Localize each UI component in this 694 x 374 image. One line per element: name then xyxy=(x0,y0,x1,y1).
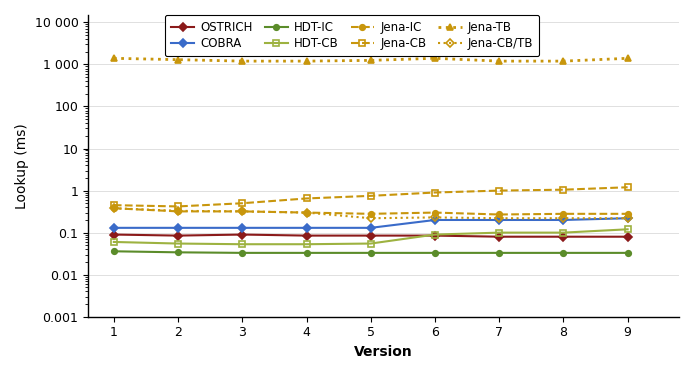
OSTRICH xyxy=(174,233,183,238)
Jena-CB/TB xyxy=(623,216,632,221)
HDT-IC xyxy=(495,251,503,255)
HDT-IC xyxy=(623,251,632,255)
Jena-CB/TB xyxy=(174,209,183,213)
HDT-IC xyxy=(559,251,568,255)
HDT-IC xyxy=(238,251,246,255)
COBRA xyxy=(623,216,632,221)
Jena-TB xyxy=(110,56,118,61)
Line: COBRA: COBRA xyxy=(111,215,630,231)
Jena-CB xyxy=(366,194,375,198)
HDT-CB xyxy=(110,240,118,244)
Jena-TB xyxy=(431,56,439,61)
Line: HDT-IC: HDT-IC xyxy=(111,248,630,256)
Jena-IC xyxy=(238,209,246,214)
Line: Jena-CB/TB: Jena-CB/TB xyxy=(111,205,630,221)
HDT-CB xyxy=(303,242,311,246)
Jena-CB xyxy=(174,204,183,209)
Jena-IC xyxy=(495,212,503,217)
COBRA xyxy=(366,226,375,230)
Jena-CB xyxy=(303,196,311,201)
OSTRICH xyxy=(303,233,311,238)
Jena-TB xyxy=(366,58,375,62)
COBRA xyxy=(559,218,568,222)
OSTRICH xyxy=(495,234,503,239)
Legend: OSTRICH, COBRA, HDT-IC, HDT-CB, Jena-IC, Jena-CB, Jena-TB, Jena-CB/TB: OSTRICH, COBRA, HDT-IC, HDT-CB, Jena-IC,… xyxy=(165,15,539,56)
Jena-CB/TB xyxy=(559,216,568,221)
COBRA xyxy=(174,226,183,230)
Jena-CB/TB xyxy=(303,210,311,215)
Jena-IC xyxy=(431,210,439,215)
Jena-CB xyxy=(559,187,568,192)
Jena-IC xyxy=(559,212,568,216)
Line: Jena-CB: Jena-CB xyxy=(111,184,630,209)
HDT-IC xyxy=(303,251,311,255)
COBRA xyxy=(238,226,246,230)
Jena-CB xyxy=(431,190,439,195)
HDT-IC xyxy=(366,251,375,255)
HDT-IC xyxy=(431,251,439,255)
Y-axis label: Lookup (ms): Lookup (ms) xyxy=(15,123,29,209)
Jena-CB/TB xyxy=(495,216,503,221)
HDT-CB xyxy=(431,232,439,237)
Jena-CB xyxy=(110,203,118,208)
Jena-CB xyxy=(623,185,632,190)
Jena-IC xyxy=(110,206,118,211)
OSTRICH xyxy=(431,233,439,238)
OSTRICH xyxy=(110,232,118,237)
Jena-CB xyxy=(238,201,246,205)
OSTRICH xyxy=(559,234,568,239)
Line: OSTRICH: OSTRICH xyxy=(111,232,630,239)
Jena-TB xyxy=(238,59,246,63)
OSTRICH xyxy=(238,232,246,237)
Jena-TB xyxy=(303,59,311,63)
Jena-IC xyxy=(623,212,632,216)
Jena-IC xyxy=(174,209,183,214)
OSTRICH xyxy=(623,234,632,239)
Jena-CB/TB xyxy=(110,206,118,211)
Jena-TB xyxy=(559,59,568,63)
HDT-IC xyxy=(110,249,118,254)
HDT-CB xyxy=(495,230,503,235)
Jena-TB xyxy=(623,56,632,61)
Jena-TB xyxy=(174,58,183,62)
Jena-CB xyxy=(495,188,503,193)
Line: Jena-IC: Jena-IC xyxy=(111,205,630,217)
Line: Jena-TB: Jena-TB xyxy=(110,55,631,65)
Jena-TB xyxy=(495,59,503,63)
COBRA xyxy=(303,226,311,230)
COBRA xyxy=(431,218,439,222)
HDT-CB xyxy=(623,227,632,232)
Jena-IC xyxy=(366,212,375,216)
X-axis label: Version: Version xyxy=(354,345,413,359)
Line: HDT-CB: HDT-CB xyxy=(111,227,630,247)
Jena-IC xyxy=(303,210,311,215)
HDT-IC xyxy=(174,250,183,255)
HDT-CB xyxy=(366,241,375,246)
Jena-CB/TB xyxy=(238,209,246,214)
Jena-CB/TB xyxy=(366,216,375,221)
OSTRICH xyxy=(366,233,375,238)
HDT-CB xyxy=(238,242,246,246)
HDT-CB xyxy=(559,230,568,235)
COBRA xyxy=(495,218,503,222)
Jena-CB/TB xyxy=(431,215,439,220)
COBRA xyxy=(110,226,118,230)
HDT-CB xyxy=(174,241,183,246)
